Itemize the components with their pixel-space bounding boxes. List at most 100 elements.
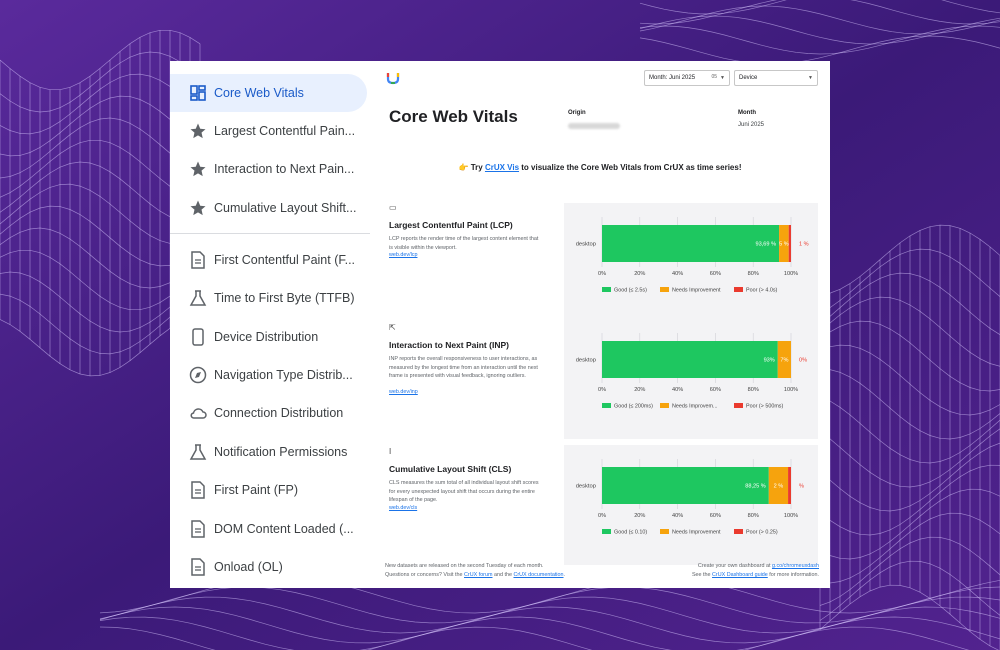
footer-left-text: and the xyxy=(492,572,514,578)
section-title: Largest Contentful Paint (LCP) xyxy=(389,220,513,230)
sidebar-item-label: First Contentful Paint (F... xyxy=(214,253,356,267)
legend-label: Needs Improvement xyxy=(672,530,721,536)
section-link[interactable]: web.dev/inp xyxy=(389,389,418,396)
image-icon: ▭ xyxy=(389,203,397,212)
section-title: Cumulative Layout Shift (CLS) xyxy=(389,464,512,474)
month-value: Juni 2025 xyxy=(738,122,765,128)
origin-label: Origin xyxy=(568,110,586,116)
chart-card: 0% 20% 40% 60% 80% 100% desktop 88,25 % 2 %% Good… xyxy=(564,445,818,565)
x-tick-label: 40% xyxy=(672,513,683,519)
sidebar-item-11[interactable]: DOM Content Loaded (... xyxy=(170,510,367,548)
section-link[interactable]: web.dev/lcp xyxy=(389,252,418,259)
crux-dashboard-guide-link[interactable]: CrUX Dashboard guide xyxy=(712,572,768,578)
flask-icon xyxy=(189,289,207,307)
crux-forum-link[interactable]: CrUX forum xyxy=(464,572,493,578)
x-tick-label: 60% xyxy=(710,387,721,393)
document-icon xyxy=(189,481,207,499)
x-tick-label: 80% xyxy=(748,271,759,277)
data-label-poor: 0% xyxy=(799,358,807,364)
data-label-poor: 1 % xyxy=(799,242,809,248)
category-label: desktop xyxy=(576,484,596,490)
sidebar-item-7[interactable]: Navigation Type Distrib... xyxy=(170,356,367,394)
x-tick-label: 20% xyxy=(634,513,645,519)
legend-label: Poor (> 500ms) xyxy=(746,404,784,410)
x-tick-label: 100% xyxy=(784,271,798,277)
legend-swatch xyxy=(734,287,743,292)
device-select[interactable]: Device ▼ xyxy=(734,70,818,86)
footer-right-text: Create your own dashboard at xyxy=(697,563,772,569)
promo-suffix: to visualize the Core Web Vitals from Cr… xyxy=(519,163,742,172)
sidebar-item-8[interactable]: Connection Distribution xyxy=(170,394,367,432)
sidebar-item-label: Cumulative Layout Shift... xyxy=(214,201,357,215)
data-label-good: 88,25 % xyxy=(745,484,766,490)
footer-right: Create your own dashboard at g.co/chrome… xyxy=(692,562,819,580)
legend-label: Good (≤ 0.10) xyxy=(614,530,647,536)
month-select[interactable]: Month: Juni 2025 05 ▼ xyxy=(644,70,730,86)
data-label-good: 93,69 % xyxy=(756,242,777,248)
legend-swatch xyxy=(734,529,743,534)
x-tick-label: 80% xyxy=(748,387,759,393)
x-tick-label: 0% xyxy=(598,387,606,393)
sidebar-item-6[interactable]: Device Distribution xyxy=(170,318,367,356)
data-label-poor: % xyxy=(799,484,804,490)
x-tick-label: 60% xyxy=(710,513,721,519)
sidebar-item-label: Time to First Byte (TTFB) xyxy=(214,291,355,305)
data-label-needs-improvement: 5 % xyxy=(779,242,789,248)
section-link[interactable]: web.dev/cls xyxy=(389,504,418,511)
sidebar-item-label: Navigation Type Distrib... xyxy=(214,368,353,382)
sidebar-item-5[interactable]: Time to First Byte (TTFB) xyxy=(170,279,367,317)
footer-left-line1: New datasets are released on the second … xyxy=(385,563,544,569)
compass-icon xyxy=(189,366,207,384)
section-description: INP reports the overall responsiveness t… xyxy=(389,356,538,380)
sidebar: Core Web Vitals Largest Contentful Pain..… xyxy=(170,61,370,588)
document-icon xyxy=(189,251,207,269)
sidebar-item-label: Interaction to Next Pain... xyxy=(214,162,355,176)
chart-card: 0% 20% 40% 60% 80% 100% desktop 93,69 % 5 % 1 % Go… xyxy=(564,203,818,323)
legend-swatch xyxy=(602,403,611,408)
sidebar-item-0[interactable]: Core Web Vitals xyxy=(170,74,367,112)
sidebar-item-label: Connection Distribution xyxy=(214,406,344,420)
device-select-value: Device xyxy=(739,75,758,81)
data-label-needs-improvement: 2 % xyxy=(774,484,784,490)
sidebar-divider xyxy=(170,233,370,234)
sidebar-item-3[interactable]: Cumulative Layout Shift... xyxy=(170,189,367,227)
bar-segment xyxy=(768,467,789,504)
x-tick-label: 40% xyxy=(672,271,683,277)
text-cursor-icon: I xyxy=(389,447,392,456)
sidebar-item-10[interactable]: First Paint (FP) xyxy=(170,471,367,509)
x-tick-label: 20% xyxy=(634,271,645,277)
stacked-bar-chart: 0% 20% 40% 60% 80% 100% desktop 88,25 % 2 % % Good… xyxy=(576,459,804,536)
legend-label: Good (≤ 2.5s) xyxy=(614,288,647,294)
legend-swatch xyxy=(734,403,743,408)
section-description: LCP reports the render time of the large… xyxy=(389,236,539,251)
bar-segment xyxy=(788,467,791,504)
sidebar-item-2[interactable]: Interaction to Next Pain... xyxy=(170,150,367,188)
chromeuxdash-link[interactable]: g.co/chromeuxdash xyxy=(771,563,819,569)
footer-right-text: See the xyxy=(691,572,713,578)
footer-right-line1: Create your own dashboard at g.co/chrome… xyxy=(692,562,819,571)
chevron-down-icon: ▼ xyxy=(720,75,725,81)
phone-icon xyxy=(189,328,207,346)
sidebar-item-1[interactable]: Largest Contentful Pain... xyxy=(170,112,367,150)
bar-segment xyxy=(602,225,780,262)
page-title: Core Web Vitals xyxy=(389,107,518,126)
legend-label: Good (≤ 200ms) xyxy=(614,404,653,410)
promo-prefix: 👉 Try xyxy=(458,163,485,172)
footer-left: New datasets are released on the second … xyxy=(385,562,565,580)
star-icon xyxy=(189,160,207,178)
sidebar-item-4[interactable]: First Contentful Paint (F... xyxy=(170,241,367,279)
sidebar-item-label: DOM Content Loaded (... xyxy=(214,522,354,536)
month-label: Month xyxy=(738,110,756,116)
crux-vis-link[interactable]: CrUX Vis xyxy=(484,163,520,172)
category-label: desktop xyxy=(576,242,596,248)
document-icon xyxy=(189,558,207,576)
sidebar-item-label: Device Distribution xyxy=(214,330,319,344)
cloud-icon xyxy=(189,404,207,422)
star-icon xyxy=(189,199,207,217)
section-title: Interaction to Next Paint (INP) xyxy=(389,340,509,350)
sidebar-item-12[interactable]: Onload (OL) xyxy=(170,548,367,586)
sidebar-item-9[interactable]: Notification Permissions xyxy=(170,433,367,471)
star-icon xyxy=(189,122,207,140)
crux-documentation-link[interactable]: CrUX documentation xyxy=(513,572,564,578)
dashboard-icon xyxy=(189,84,207,102)
